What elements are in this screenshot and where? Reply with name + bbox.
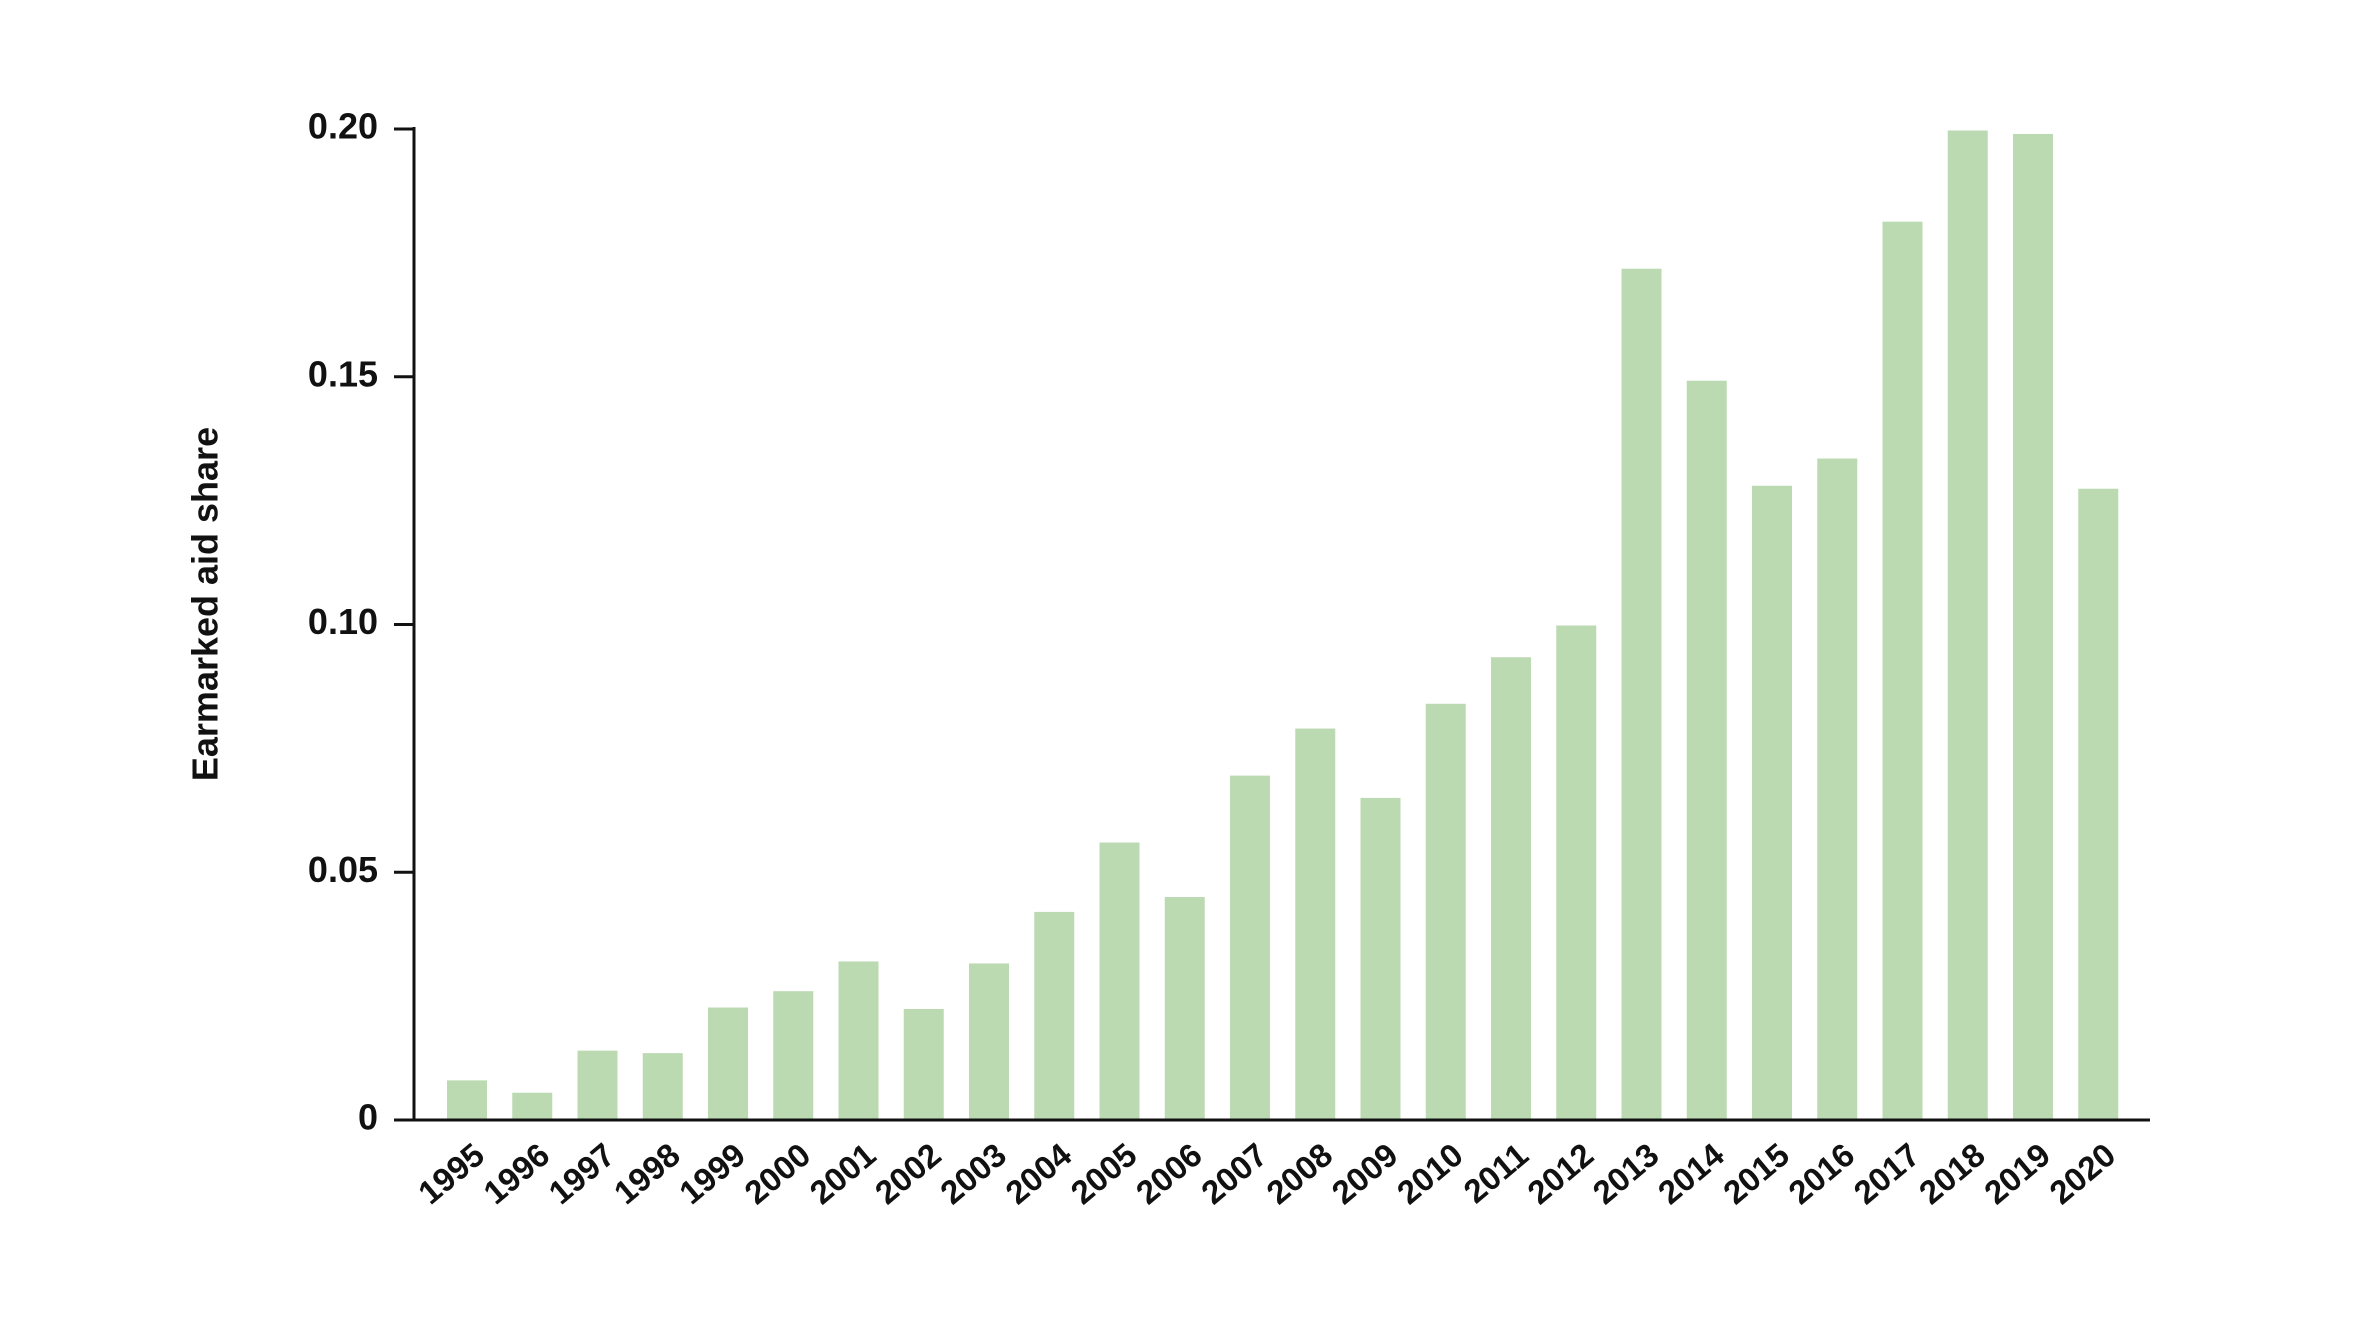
bar <box>1817 458 1858 1120</box>
x-tick-label: 1998 <box>607 1136 687 1212</box>
x-tick-label: 2006 <box>1129 1136 1209 1212</box>
bar <box>1947 130 1988 1120</box>
bar <box>903 1009 944 1120</box>
y-axis-title: Earmarked aid share <box>185 427 226 781</box>
x-tick-label: 1995 <box>411 1136 491 1212</box>
bar <box>1491 657 1531 1120</box>
x-tick-label: 2020 <box>2042 1136 2122 1212</box>
bar <box>2013 133 2053 1120</box>
bar <box>838 961 879 1120</box>
x-tick-label: 2009 <box>1325 1136 1405 1212</box>
x-tick-label: 2017 <box>1847 1136 1927 1212</box>
bar <box>1099 842 1140 1120</box>
bar <box>708 1007 748 1120</box>
x-tick-label: 2011 <box>1456 1136 1535 1210</box>
x-tick-label: 2007 <box>1194 1136 1274 1212</box>
x-tick-label: 2005 <box>1064 1136 1144 1212</box>
x-tick-label: 2003 <box>933 1136 1013 1212</box>
y-tick-label: 0.10 <box>308 601 378 642</box>
bar <box>2078 488 2119 1120</box>
bar <box>1752 485 1792 1120</box>
y-tick-label: 0.15 <box>308 353 378 394</box>
x-tick-label: 2016 <box>1781 1136 1861 1212</box>
bar <box>447 1080 487 1120</box>
bar <box>1360 797 1401 1120</box>
bar <box>1882 221 1923 1120</box>
bar <box>1425 703 1466 1120</box>
bar <box>969 963 1009 1120</box>
bar <box>773 991 814 1120</box>
x-tick-label: 2002 <box>868 1136 948 1212</box>
y-tick-label: 0.20 <box>308 106 378 147</box>
bar <box>1556 625 1597 1120</box>
y-tick-label: 0.05 <box>308 849 378 890</box>
x-tick-label: 2008 <box>1259 1136 1339 1212</box>
bar <box>1164 897 1205 1120</box>
bar <box>1686 380 1727 1120</box>
x-tick-label: 2019 <box>1977 1136 2057 1212</box>
bar <box>577 1050 618 1120</box>
x-tick-label: 2000 <box>737 1136 817 1212</box>
y-tick-label: 0 <box>358 1097 378 1138</box>
x-tick-label: 2004 <box>998 1135 1079 1211</box>
bar <box>1034 911 1075 1120</box>
bar <box>512 1092 553 1120</box>
x-tick-label: 2012 <box>1520 1136 1600 1212</box>
bar <box>1230 775 1270 1120</box>
x-tick-label: 2010 <box>1390 1136 1470 1212</box>
x-tick-label: 2018 <box>1912 1136 1992 1212</box>
bar <box>1621 268 1662 1121</box>
x-tick-label: 2014 <box>1651 1135 1732 1211</box>
x-tick-label: 2013 <box>1586 1136 1666 1212</box>
bar <box>1295 728 1336 1120</box>
x-tick-label: 2001 <box>803 1136 883 1212</box>
x-tick-label: 1997 <box>542 1136 622 1212</box>
x-tick-label: 2015 <box>1716 1136 1796 1212</box>
x-tick-label: 1996 <box>476 1136 556 1212</box>
bar <box>642 1053 683 1120</box>
x-tick-label: 1999 <box>672 1136 752 1212</box>
